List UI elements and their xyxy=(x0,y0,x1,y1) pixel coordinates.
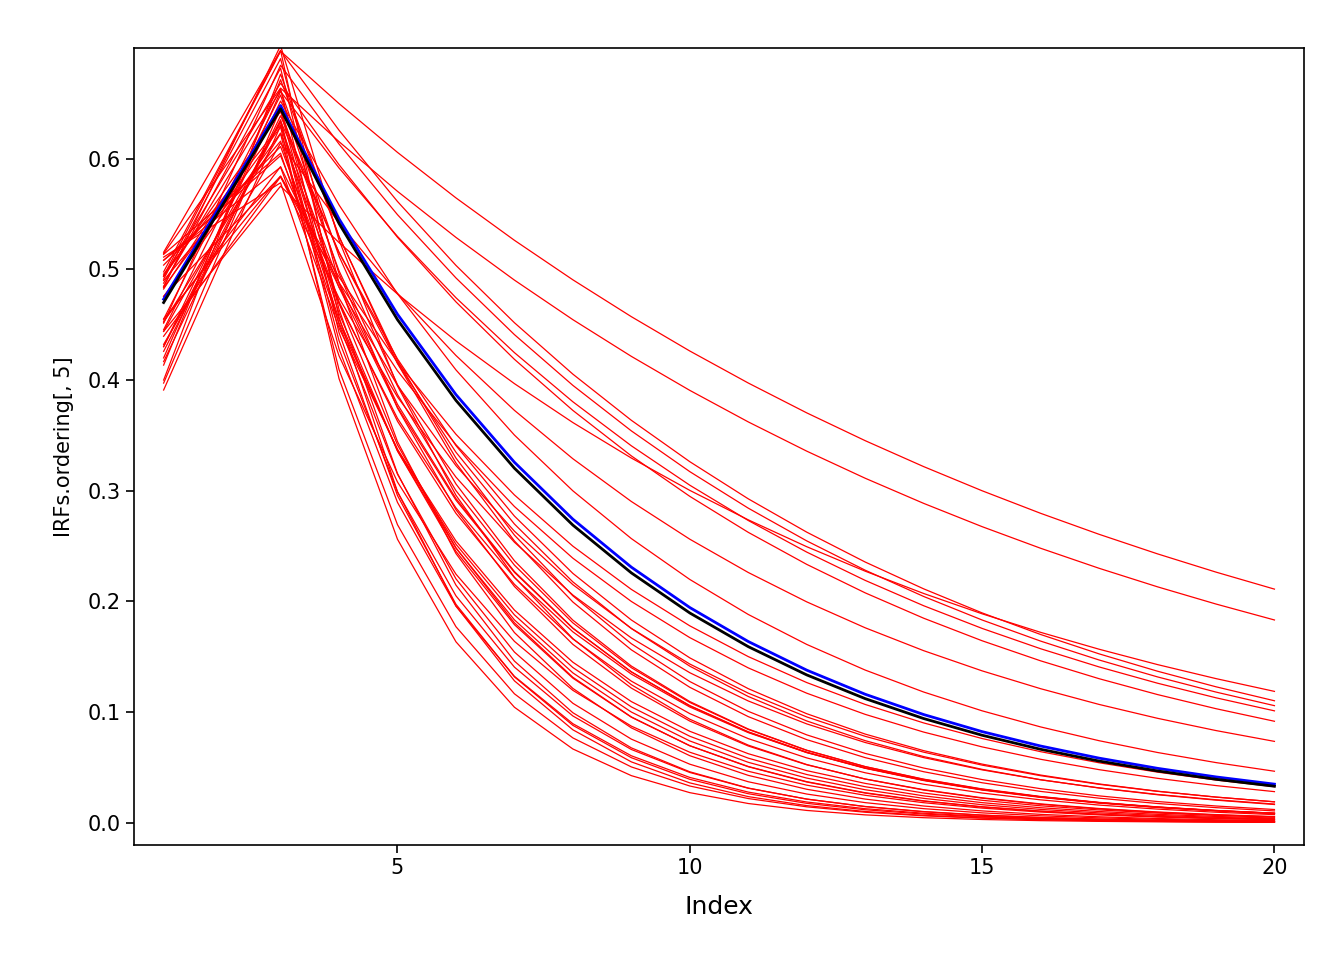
Y-axis label: IRFs.ordering[, 5]: IRFs.ordering[, 5] xyxy=(54,356,74,537)
X-axis label: Index: Index xyxy=(684,895,754,919)
